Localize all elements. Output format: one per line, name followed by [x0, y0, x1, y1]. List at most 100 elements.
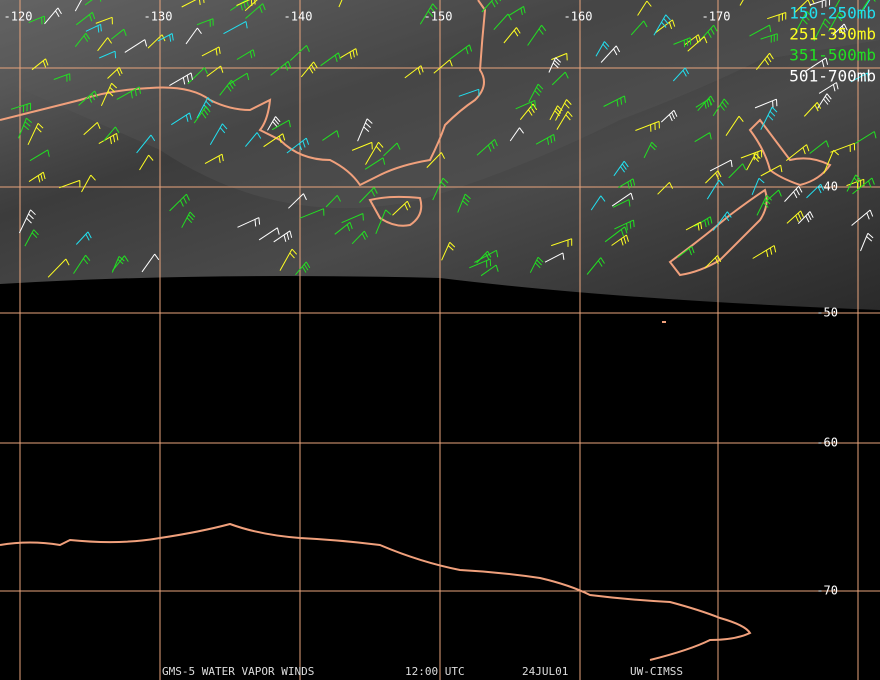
wind-barb: [712, 211, 732, 231]
wind-barb: [95, 16, 113, 25]
longitude-label: -120: [4, 10, 33, 24]
wind-barb: [359, 187, 378, 203]
legend-entry: 150-250mb: [789, 4, 876, 23]
wind-barb: [270, 60, 292, 76]
wind-barb: [404, 65, 424, 79]
wind-barb: [785, 144, 810, 161]
wind-barb: [196, 97, 213, 119]
wind-barb: [752, 245, 777, 259]
wind-barb: [677, 246, 695, 258]
wind-barb: [187, 67, 208, 85]
wind-barb: [325, 194, 341, 208]
wind-barb: [300, 61, 318, 78]
wind-barb: [809, 140, 830, 154]
wind-barb: [157, 33, 174, 42]
footer-text: GMS-5 WATER VAPOR WINDS: [162, 665, 314, 678]
wind-barb: [469, 258, 492, 269]
longitude-label: -150: [424, 10, 453, 24]
wind-barb: [245, 132, 262, 147]
wind-barb: [419, 3, 438, 25]
wind-barb: [528, 83, 544, 103]
wind-barb: [817, 93, 832, 109]
wind-barb: [339, 48, 358, 60]
wind-barb: [694, 216, 713, 228]
wind-barb: [295, 261, 311, 276]
wind-barb: [754, 98, 778, 109]
wind-barb: [47, 258, 70, 278]
wind-barb: [124, 39, 148, 53]
wind-barb: [236, 0, 256, 6]
legend-entry: 501-700mb: [789, 67, 876, 86]
longitude-label: -140: [284, 10, 313, 24]
wind-barb: [503, 27, 521, 44]
wind-barb: [851, 209, 874, 226]
wind-barb: [338, 0, 343, 8]
wind-barb: [694, 132, 712, 143]
wind-barb: [728, 163, 747, 179]
wind-barb: [749, 24, 772, 37]
wind-barb: [112, 255, 129, 272]
wind-barb: [181, 211, 196, 228]
wind-barb: [740, 149, 763, 161]
wind-barb: [85, 23, 102, 33]
wind-barb: [18, 209, 36, 234]
wind-barb: [813, 18, 831, 42]
wind-barb: [28, 171, 46, 183]
wind-barb: [84, 0, 102, 6]
wind-barb: [75, 11, 96, 26]
wind-barb: [655, 19, 676, 34]
wind-barb: [600, 45, 621, 63]
wind-barb: [17, 117, 33, 139]
wind-barb: [73, 254, 91, 274]
wind-barb: [544, 252, 565, 263]
wind-barb: [549, 105, 563, 121]
wind-barb: [383, 142, 401, 157]
wind-barb: [29, 149, 50, 162]
wind-barb: [78, 90, 98, 106]
wind-barb: [803, 102, 822, 117]
wind-barb: [320, 52, 341, 67]
wind-barb: [74, 0, 82, 12]
wind-barb: [704, 255, 722, 269]
latitude-label: -70: [816, 584, 838, 598]
wind-barb: [850, 72, 870, 83]
wind-barb: [341, 213, 364, 224]
wind-barb: [223, 20, 248, 35]
wind-barb: [100, 82, 118, 107]
wind-barb: [432, 177, 449, 201]
wind-barb: [110, 28, 127, 40]
wind-barb: [476, 139, 498, 156]
latitude-label: -60: [816, 436, 838, 450]
wind-barb: [635, 120, 660, 132]
wind-barb: [474, 249, 499, 263]
wind-barb: [24, 229, 39, 247]
wind-barb: [279, 248, 298, 271]
wind-barb: [236, 49, 256, 60]
wind-barbs: [10, 0, 878, 278]
wind-barb: [697, 95, 715, 112]
wind-barb: [245, 3, 266, 19]
wind-barb: [334, 221, 353, 235]
wind-barb: [697, 24, 718, 44]
wind-barb: [767, 12, 787, 22]
footer-text: 12:00 UTC: [405, 665, 465, 678]
wind-barb: [551, 238, 573, 247]
wind-barb: [760, 164, 783, 177]
wind-barb: [44, 7, 62, 25]
nz-north-island: [748, 118, 832, 187]
wind-barb: [660, 109, 678, 123]
wind-barb: [595, 41, 610, 57]
wind-barb: [169, 193, 190, 212]
wind-barb: [107, 67, 123, 79]
grid-labels: -120 -130 -140 -150 -160 -170 -40 -50 -60 -70: [4, 10, 838, 598]
wind-barb: [586, 257, 605, 275]
wind-barb: [185, 27, 202, 45]
antarctica-coast: [0, 522, 752, 661]
wind-barb: [846, 178, 865, 189]
wind-barb: [206, 65, 224, 77]
wind-barb: [10, 102, 32, 113]
wind-barb: [863, 0, 878, 10]
wind-barb: [480, 264, 499, 277]
wind-barb: [457, 193, 471, 213]
